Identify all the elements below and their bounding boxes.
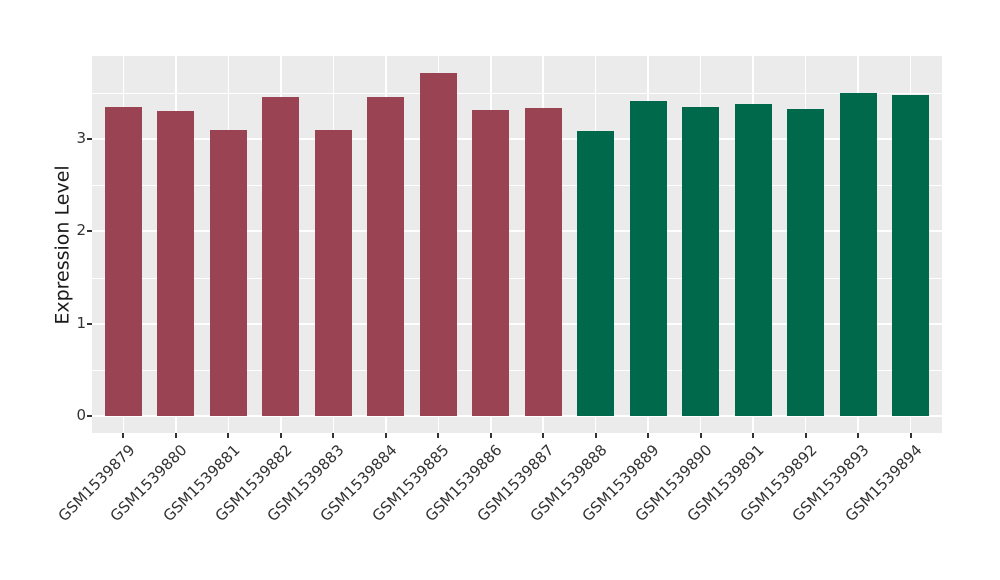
bar-GSM1539886 <box>472 110 510 416</box>
bar-GSM1539889 <box>629 101 667 416</box>
y-tick-mark <box>87 230 92 233</box>
x-tick-mark <box>542 433 545 438</box>
x-tick-mark <box>699 433 702 438</box>
bar-GSM1539887 <box>524 107 562 416</box>
x-tick-mark <box>752 433 755 438</box>
y-tick-mark <box>87 322 92 325</box>
gridline-major-h <box>92 415 942 417</box>
bar-GSM1539884 <box>367 96 405 416</box>
x-tick-mark <box>384 433 387 438</box>
y-tick-label: 0 <box>76 406 86 424</box>
bar-GSM1539888 <box>577 130 615 416</box>
y-axis-title: Expression Level <box>51 165 74 325</box>
gridline-minor-h <box>92 369 942 371</box>
plot-panel <box>92 56 942 433</box>
gridline-major-h <box>92 138 942 141</box>
x-tick-mark <box>857 433 860 438</box>
x-tick-mark <box>804 433 807 438</box>
x-tick-mark <box>489 433 492 438</box>
gridline-minor-h <box>92 277 942 279</box>
gridline-major-h <box>92 230 942 233</box>
bar-GSM1539890 <box>682 106 720 416</box>
y-tick-label: 1 <box>76 313 86 332</box>
bar-GSM1539879 <box>104 106 142 416</box>
bar-GSM1539891 <box>734 104 772 416</box>
gridline-minor-h <box>92 92 942 94</box>
x-tick-mark <box>174 433 177 438</box>
x-tick-mark <box>594 433 597 438</box>
y-tick-label: 3 <box>76 129 86 148</box>
bar-GSM1539882 <box>262 96 300 416</box>
y-tick-mark <box>87 138 92 141</box>
x-tick-mark <box>279 433 282 438</box>
x-tick-mark <box>909 433 912 438</box>
bar-GSM1539881 <box>209 129 247 416</box>
gridline-major-h <box>92 322 942 325</box>
bar-GSM1539885 <box>419 72 457 416</box>
x-tick-mark <box>647 433 650 438</box>
gridline-minor-h <box>92 185 942 187</box>
y-tick-mark <box>87 415 92 417</box>
bar-GSM1539894 <box>892 94 930 416</box>
x-tick-mark <box>122 433 125 438</box>
bar-GSM1539883 <box>314 129 352 416</box>
bar-GSM1539893 <box>839 92 877 416</box>
bar-GSM1539880 <box>157 111 195 416</box>
x-tick-mark <box>437 433 440 438</box>
bar-GSM1539892 <box>787 108 825 416</box>
y-tick-label: 2 <box>76 221 86 240</box>
x-tick-mark <box>332 433 335 438</box>
x-tick-mark <box>227 433 230 438</box>
